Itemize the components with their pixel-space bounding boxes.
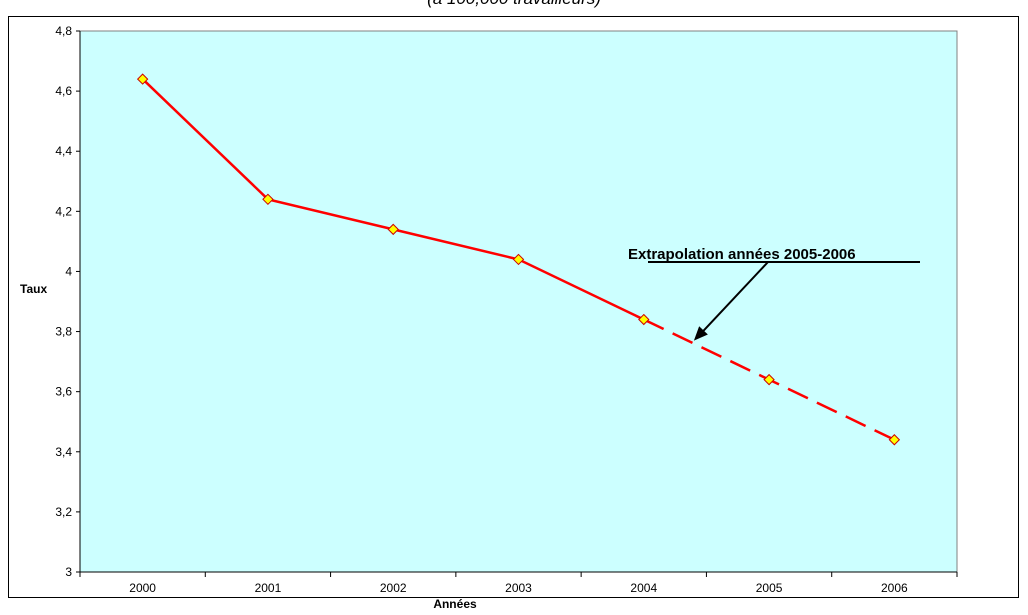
x-tick-label: 2004 (630, 581, 657, 595)
y-tick-label: 4,6 (55, 84, 72, 98)
y-tick-label: 4,2 (55, 204, 72, 218)
x-tick-label: 2003 (505, 581, 532, 595)
data-point-marker (888, 434, 901, 446)
y-tick-label: 3,2 (55, 505, 72, 519)
y-axis-title: Taux (20, 282, 47, 296)
data-point-marker (512, 253, 525, 266)
annotation-text: Extrapolation années 2005-2006 (628, 246, 856, 263)
x-axis: 2000 2001 2002 2003 2004 2005 2006 (79, 571, 958, 595)
data-point-marker (763, 373, 775, 386)
y-tick-label: 3,6 (55, 385, 72, 399)
x-tick-label: 2006 (881, 581, 908, 595)
extrapolation-annotation: Extrapolation années 2005-2006 (628, 246, 920, 341)
y-tick-label: 3 (65, 565, 72, 579)
x-tick-label: 2005 (756, 581, 783, 595)
x-tick-label: 2001 (255, 581, 282, 595)
y-axis: 3 3,2 3,4 3,6 3,8 4 4,2 4,4 4,6 4,8 (55, 24, 81, 579)
x-tick-label: 2000 (129, 581, 156, 595)
data-point-marker (262, 193, 274, 206)
data-point-marker (136, 73, 149, 85)
plot-area (79, 30, 958, 573)
y-tick-label: 4,8 (55, 24, 72, 38)
x-axis-title: Années (433, 597, 477, 611)
y-tick-label: 4,4 (55, 144, 72, 158)
data-point-marker (387, 223, 399, 236)
chart-title: (à 100,000 travailleurs) (0, 0, 1028, 9)
y-tick-label: 3,4 (55, 445, 72, 459)
y-tick-label: 3,8 (55, 325, 72, 339)
annotation-arrow-shaft (699, 261, 769, 336)
x-tick-label: 2002 (380, 581, 407, 595)
data-point-marker (638, 313, 650, 326)
y-tick-label: 4 (65, 264, 72, 278)
annotation-arrowhead (693, 326, 708, 341)
data-markers (136, 73, 901, 446)
